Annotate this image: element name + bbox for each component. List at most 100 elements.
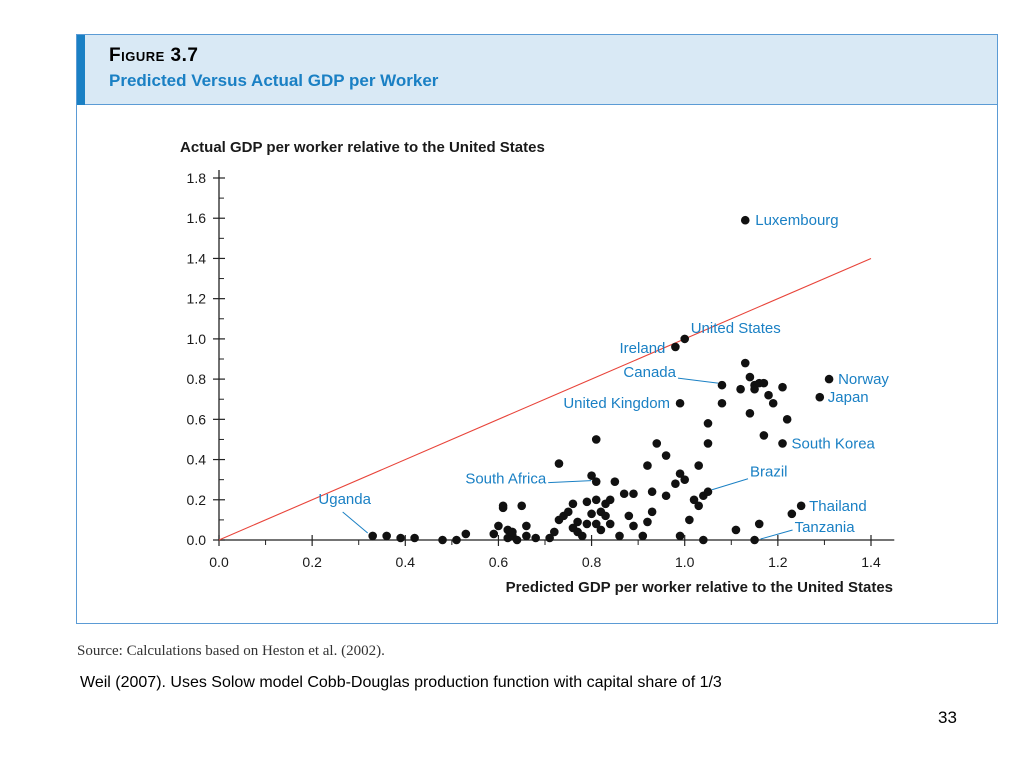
- data-point: [531, 533, 540, 543]
- data-point: [577, 531, 587, 541]
- data-point: [740, 358, 750, 368]
- y-tick-label: 0.6: [187, 411, 207, 427]
- labeled-point: [717, 380, 727, 390]
- x-axis-label: Predicted GDP per worker relative to the…: [506, 579, 893, 596]
- data-point: [517, 501, 527, 511]
- data-point: [754, 519, 764, 529]
- y-tick-label: 1.2: [187, 291, 207, 307]
- x-tick-label: 1.0: [675, 554, 695, 570]
- x-tick-label: 1.2: [768, 554, 788, 570]
- data-point: [782, 415, 792, 424]
- data-point: [601, 511, 610, 521]
- data-point: [638, 531, 648, 541]
- data-point: [689, 495, 699, 505]
- data-point: [605, 519, 615, 529]
- data-point: [545, 533, 554, 543]
- data-point: [764, 390, 773, 400]
- reference-line-group: [218, 257, 872, 541]
- data-point: [703, 419, 713, 428]
- labeled-point: [740, 215, 750, 225]
- data-point: [596, 525, 606, 535]
- data-point: [461, 529, 471, 539]
- country-label: Brazil: [750, 464, 788, 481]
- data-point: [410, 533, 419, 543]
- data-point: [745, 409, 755, 418]
- data-point: [647, 487, 657, 497]
- country-label: South Korea: [792, 435, 876, 452]
- data-point: [680, 475, 690, 484]
- country-label: Luxembourg: [755, 212, 838, 229]
- data-point: [396, 533, 405, 543]
- figure-header: Figure 3.7 Predicted Versus Actual GDP p…: [77, 35, 997, 105]
- country-label: Tanzania: [795, 519, 856, 536]
- data-point: [498, 501, 508, 511]
- footnote: Weil (2007). Uses Solow model Cobb-Dougl…: [80, 674, 722, 691]
- data-point: [550, 527, 559, 537]
- data-point: [554, 459, 564, 468]
- data-point: [736, 384, 745, 394]
- country-label: Thailand: [809, 498, 867, 515]
- data-point: [624, 511, 634, 521]
- data-point: [438, 535, 447, 545]
- data-point: [591, 435, 601, 444]
- data-point: [675, 469, 685, 478]
- data-point: [568, 499, 578, 509]
- data-point: [759, 378, 769, 388]
- data-point: [573, 517, 582, 527]
- data-point: [661, 491, 671, 501]
- data-point: [731, 525, 741, 535]
- data-point: [703, 439, 713, 448]
- data-point: [615, 531, 624, 541]
- country-label: South Africa: [465, 471, 547, 488]
- data-point: [512, 535, 522, 545]
- labeled-point: [675, 398, 685, 408]
- figure-number: Figure 3.7: [109, 45, 199, 66]
- y-tick-label: 0.0: [187, 532, 207, 548]
- data-point: [671, 479, 680, 488]
- data-point: [643, 461, 652, 470]
- data-point: [694, 461, 703, 470]
- data-point: [768, 398, 778, 408]
- figure-title: Predicted Versus Actual GDP per Worker: [109, 71, 439, 90]
- country-label: Canada: [623, 364, 676, 381]
- data-point: [750, 384, 759, 394]
- y-tick-label: 1.8: [187, 170, 207, 186]
- labeled-point: [703, 487, 713, 497]
- reference-line: [218, 257, 872, 541]
- x-tick-label: 0.0: [209, 554, 229, 570]
- data-point: [652, 439, 662, 448]
- data-point: [787, 509, 797, 519]
- data-point: [522, 531, 531, 541]
- data-point: [717, 398, 727, 408]
- labeled-point: [368, 531, 377, 541]
- figure-accent-bar: [77, 35, 85, 105]
- data-point: [778, 382, 787, 392]
- data-points: [368, 215, 834, 545]
- data-point: [759, 431, 769, 440]
- data-point: [522, 521, 531, 531]
- country-label: Japan: [828, 389, 869, 406]
- y-tick-label: 1.6: [187, 210, 207, 226]
- axes: 0.0 0.2 0.4 0.6 0.8 1.0 1.2 1.4 1.6 1.8 0.0 0.2 0.4 0…: [187, 170, 895, 570]
- y-tick-label: 1.0: [187, 331, 207, 347]
- figure-panel: Figure 3.7 Predicted Versus Actual GDP p…: [76, 34, 998, 624]
- country-label: Uganda: [318, 491, 371, 508]
- data-point: [587, 471, 596, 480]
- labeled-point: [680, 334, 690, 344]
- country-labels: Luxembourg United States Ireland Canada Norw…: [318, 212, 889, 540]
- data-point: [489, 529, 499, 539]
- y-axis-label: Actual GDP per worker relative to the Un…: [180, 139, 545, 156]
- data-point: [699, 535, 708, 545]
- data-point: [605, 495, 615, 505]
- data-point: [685, 515, 694, 525]
- data-point: [582, 497, 592, 507]
- labeled-point: [815, 392, 825, 402]
- labeled-point: [824, 374, 834, 384]
- data-point: [587, 509, 596, 519]
- x-tick-label: 0.8: [582, 554, 602, 570]
- x-tick-label: 0.2: [302, 554, 322, 570]
- data-point: [629, 521, 638, 531]
- label-leader-line: [342, 511, 369, 534]
- data-point: [582, 519, 592, 529]
